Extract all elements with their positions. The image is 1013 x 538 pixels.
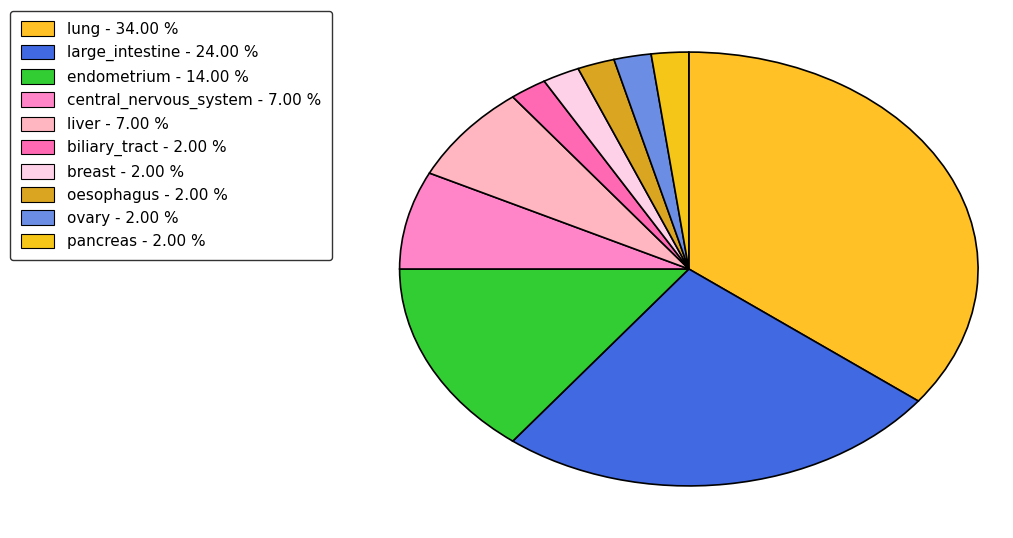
Wedge shape [430, 97, 689, 269]
Wedge shape [399, 269, 689, 441]
Wedge shape [544, 68, 689, 269]
Wedge shape [513, 81, 689, 269]
Legend: lung - 34.00 %, large_intestine - 24.00 %, endometrium - 14.00 %, central_nervou: lung - 34.00 %, large_intestine - 24.00 … [10, 11, 331, 260]
Wedge shape [513, 269, 919, 486]
Wedge shape [689, 52, 979, 401]
Wedge shape [651, 52, 689, 269]
Wedge shape [399, 173, 689, 269]
Wedge shape [578, 60, 689, 269]
Wedge shape [614, 54, 689, 269]
